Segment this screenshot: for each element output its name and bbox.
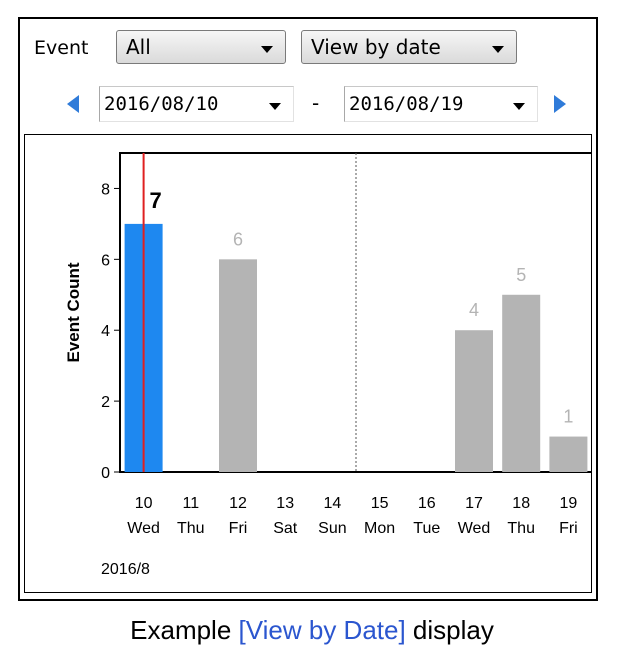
date-to-value: 2016/08/19	[349, 93, 464, 115]
date-from-picker[interactable]: 2016/08/10	[99, 86, 294, 122]
bar-value-label: 6	[233, 229, 243, 249]
chevron-down-icon	[269, 103, 281, 110]
caption-highlight: [View by Date]	[238, 615, 406, 645]
period-label: 2016/8	[101, 561, 150, 578]
bar-value-label: 4	[469, 300, 479, 320]
x-tick-label-weekday: Mon	[364, 520, 395, 537]
y-tick-label: 6	[101, 252, 110, 269]
next-period-arrow-icon[interactable]	[554, 95, 566, 113]
event-type-dropdown[interactable]: All	[116, 30, 286, 64]
bar-value-label: 7	[149, 188, 161, 213]
bar	[549, 436, 588, 472]
x-tick-label-day: 15	[371, 495, 389, 512]
date-to-picker[interactable]: 2016/08/19	[344, 86, 538, 122]
event-count-chart: 0 2 4 6 8 Event Count 7 10 Wed 11 Thu 6 12 Fri 13 Sat 14…	[24, 134, 592, 593]
view-mode-value: View by date	[311, 35, 441, 59]
chevron-down-icon	[261, 46, 273, 53]
y-tick-label: 0	[101, 465, 110, 482]
bar-value-label: 5	[516, 265, 526, 285]
x-tick-label-weekday: Sun	[318, 520, 346, 537]
y-tick-label: 4	[101, 323, 110, 340]
x-tick-label-weekday: Wed	[458, 520, 491, 537]
previous-period-arrow-icon[interactable]	[67, 95, 79, 113]
event-type-value: All	[126, 35, 151, 59]
date-from-value: 2016/08/10	[104, 93, 219, 115]
y-axis-label: Event Count	[64, 262, 83, 362]
x-tick-label-weekday: Wed	[127, 520, 160, 537]
caption-suffix: display	[405, 615, 494, 645]
y-tick-label: 2	[101, 394, 110, 411]
x-tick-label-day: 10	[135, 495, 153, 512]
x-tick-label-weekday: Thu	[177, 520, 205, 537]
x-tick-label-day: 12	[229, 495, 247, 512]
x-tick-label-day: 16	[418, 495, 436, 512]
date-range-separator: -	[312, 91, 320, 115]
bar	[455, 330, 493, 472]
figure-caption: Example [View by Date] display	[0, 615, 624, 646]
x-tick-label-day: 11	[182, 495, 199, 512]
caption-prefix: Example	[130, 615, 239, 645]
chevron-down-icon	[492, 46, 504, 53]
bar-value-label: 1	[563, 407, 573, 427]
x-tick-label-day: 14	[324, 495, 342, 512]
view-mode-dropdown[interactable]: View by date	[301, 30, 517, 64]
event-label: Event	[34, 37, 89, 59]
x-tick-label-weekday: Tue	[413, 520, 440, 537]
bar	[219, 259, 257, 472]
x-tick-label-day: 18	[512, 495, 530, 512]
x-tick-label-weekday: Fri	[229, 520, 248, 537]
y-tick-label: 8	[101, 181, 110, 198]
chevron-down-icon	[513, 103, 525, 110]
event-graph-panel: Event All View by date 2016/08/10 - 2016…	[18, 17, 598, 601]
x-tick-label-weekday: Fri	[559, 520, 578, 537]
x-tick-label-weekday: Sat	[273, 520, 298, 537]
bar	[502, 294, 541, 472]
x-tick-label-day: 17	[465, 495, 483, 512]
x-tick-label-day: 19	[560, 495, 578, 512]
x-tick-label-day: 13	[276, 495, 294, 512]
x-tick-label-weekday: Thu	[507, 520, 535, 537]
